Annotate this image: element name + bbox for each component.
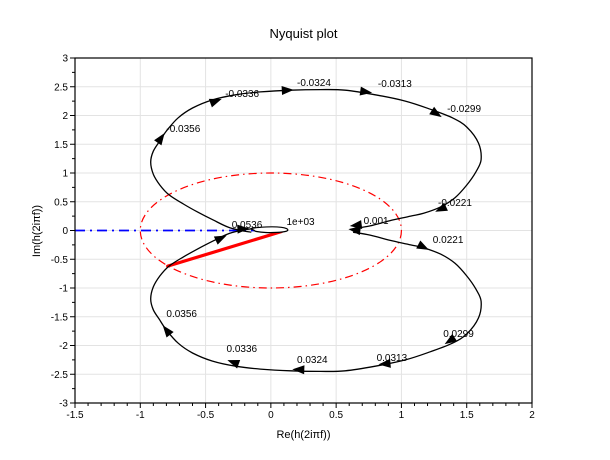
frequency-labels: -0.0356 -0.0336 -0.0324 -0.0313 -0.0299 -0.02… [166,78,481,366]
frequency-label: -0.0336 [225,89,259,100]
x-tick-label: 1.5 [460,410,474,421]
y-tick-label: -0.5 [51,255,69,266]
y-tick-label: 2 [62,111,68,122]
frequency-label: 0.001 [364,216,389,227]
x-tick-label: -1.5 [66,410,84,421]
y-tick-label: -2 [59,341,68,352]
tick-labels: -1.5 -1 -0.5 0 0.5 1 1.5 2 -3 -2.5 -2 -1.5 -1 -0.5 0 0.… [51,54,535,422]
y-tick-label: 3 [62,54,68,65]
arrowhead [359,86,373,96]
frequency-label: 0.0299 [443,329,474,340]
arrowhead [154,132,165,146]
frequency-label: 0.0324 [297,355,328,366]
frequency-label: 0.0356 [166,309,197,320]
arrowhead [416,240,429,250]
unit-circle [139,172,403,289]
arrowhead [435,202,448,212]
chart-title: Nyquist plot [269,26,338,41]
arrowhead [213,235,227,245]
critical-segment [166,230,283,268]
frequency-label: -0.0324 [297,78,331,89]
y-tick-label: -1 [59,284,68,295]
y-tick-label: 1 [62,169,68,180]
x-tick-label: 1 [399,410,405,421]
y-axis-label: Im(h(2iπf)) [31,204,43,258]
y-tick-label: 0.5 [54,197,68,208]
arrowhead [348,226,361,236]
frequency-label: -0.0313 [378,79,412,90]
arrowhead [429,106,442,118]
y-tick-label: -1.5 [51,312,69,323]
arrowhead [227,360,241,369]
x-tick-label: 0.5 [329,410,343,421]
arrowhead [208,98,222,108]
x-tick-label: -0.5 [197,410,215,421]
x-axis-label: Re(h(2iπf)) [276,429,331,441]
curve-positive-branch [150,228,482,373]
y-tick-label: 2.5 [54,82,68,93]
x-tick-label: 0 [268,410,274,421]
origin-loop [250,226,289,234]
y-tick-label: -3 [59,399,68,410]
frequency-label: 0.0536 [232,220,263,231]
y-tick-label: -2.5 [51,370,69,381]
arrowhead [444,333,458,345]
arrowhead [378,358,391,368]
arrowhead [281,86,294,96]
frequency-label: -0.0356 [166,124,200,135]
x-tick-label: 2 [529,410,535,421]
frequency-label: -0.0299 [447,104,481,115]
x-tick-label: -1 [136,410,145,421]
y-tick-label: 0 [62,226,68,237]
grid [74,57,533,404]
arrowhead [292,365,305,375]
frequency-label: -0.0221 [438,198,472,209]
arrowhead [162,325,174,338]
axes [70,57,533,408]
frequency-label: 0.0336 [227,344,258,355]
frequency-label: 0.0221 [433,235,464,246]
frequency-label: 1e+03 [287,217,316,228]
y-tick-label: 1.5 [54,140,68,151]
direction-arrows [154,86,458,375]
arrowhead [237,224,250,234]
frequency-label: 0.0313 [377,353,408,364]
